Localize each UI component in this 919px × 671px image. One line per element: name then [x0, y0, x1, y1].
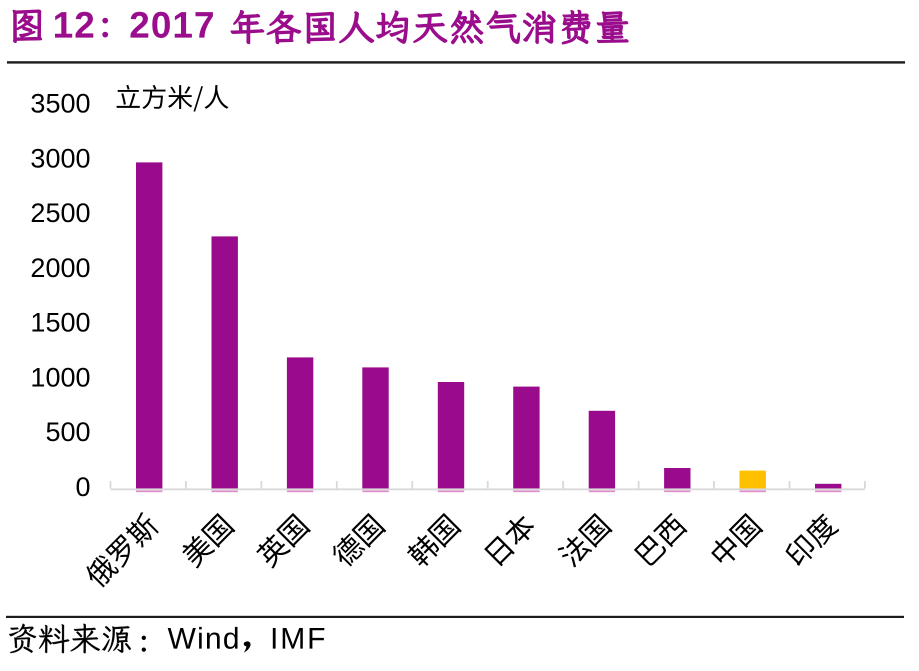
- svg-text:2500: 2500: [30, 198, 90, 228]
- svg-text:1000: 1000: [30, 362, 90, 392]
- svg-text:500: 500: [45, 417, 90, 447]
- svg-text:0: 0: [75, 472, 90, 502]
- svg-text:1500: 1500: [30, 308, 90, 338]
- svg-text:3000: 3000: [30, 143, 90, 173]
- svg-text:3500: 3500: [30, 89, 90, 119]
- svg-text:2000: 2000: [30, 253, 90, 283]
